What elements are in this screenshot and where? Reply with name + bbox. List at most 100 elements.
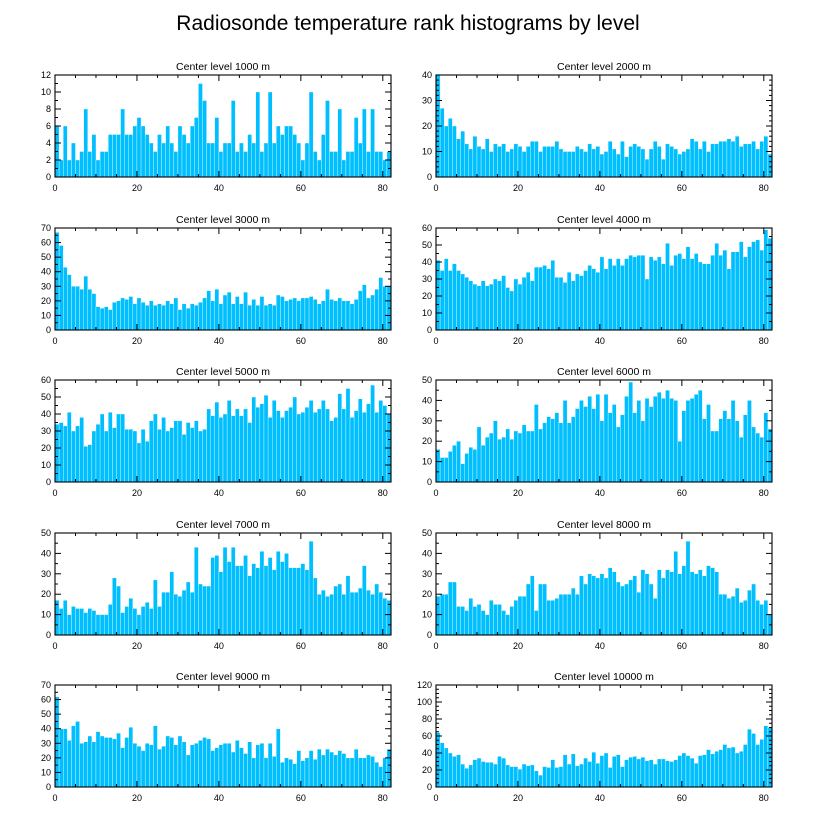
bar xyxy=(661,398,666,483)
bar xyxy=(698,569,703,636)
bar xyxy=(333,585,338,636)
y-tick-label: 0 xyxy=(46,782,51,792)
bar xyxy=(677,153,683,178)
bar xyxy=(132,608,138,636)
bar xyxy=(136,442,142,483)
bar xyxy=(550,418,556,483)
bar xyxy=(165,430,170,483)
bar xyxy=(108,737,113,788)
bar xyxy=(587,396,592,483)
bar xyxy=(599,256,605,331)
bar xyxy=(714,571,719,636)
bar xyxy=(345,300,351,331)
y-tick-label: 0 xyxy=(427,477,432,487)
bar xyxy=(169,571,175,636)
bar xyxy=(144,441,150,483)
bar xyxy=(222,547,228,636)
bar xyxy=(509,606,515,636)
bar xyxy=(472,759,478,788)
bar xyxy=(603,151,609,178)
bar xyxy=(722,744,728,788)
bar xyxy=(595,577,601,636)
bar xyxy=(759,141,764,178)
bar xyxy=(448,581,453,636)
x-tick-label: 60 xyxy=(296,183,306,193)
bar xyxy=(673,148,678,178)
bar xyxy=(140,125,146,178)
bar xyxy=(505,287,510,331)
bar xyxy=(501,757,506,788)
bar xyxy=(321,589,326,636)
bar xyxy=(558,766,564,788)
bar xyxy=(173,744,179,788)
bar xyxy=(530,141,535,178)
bar xyxy=(337,393,343,483)
bar xyxy=(263,142,269,178)
x-tick-label: 40 xyxy=(595,336,605,346)
y-tick-label: 60 xyxy=(422,731,432,741)
bar xyxy=(550,146,556,178)
bar xyxy=(124,606,129,636)
bar xyxy=(243,753,248,788)
bar xyxy=(144,305,150,331)
bar xyxy=(345,388,351,483)
bar xyxy=(558,422,564,483)
bar xyxy=(636,146,642,178)
bar xyxy=(460,606,465,636)
bar xyxy=(501,610,506,636)
bar xyxy=(665,569,670,636)
y-tick-label: 0 xyxy=(427,630,432,640)
bar xyxy=(571,587,576,636)
bar xyxy=(243,408,248,483)
y-tick-label: 0 xyxy=(427,172,432,182)
bar xyxy=(353,117,359,178)
bar xyxy=(341,408,347,483)
bar xyxy=(591,268,596,331)
bar xyxy=(345,575,351,636)
bar xyxy=(149,420,154,483)
bar xyxy=(239,303,244,331)
bar xyxy=(513,143,519,178)
bar xyxy=(472,606,478,636)
bar xyxy=(366,151,371,178)
bar xyxy=(317,748,322,788)
bar xyxy=(702,418,707,483)
bar xyxy=(71,725,76,788)
y-tick-label: 30 xyxy=(422,416,432,426)
bar xyxy=(476,604,482,636)
bar xyxy=(607,767,613,788)
bar xyxy=(489,762,494,788)
bar xyxy=(452,581,457,636)
bar xyxy=(542,766,547,788)
bar xyxy=(99,307,105,331)
bar xyxy=(562,754,568,788)
y-tick-label: 70 xyxy=(41,223,51,233)
bar xyxy=(325,289,330,331)
bar xyxy=(468,148,474,178)
bar xyxy=(452,125,457,178)
bar xyxy=(136,117,142,178)
bar xyxy=(689,757,695,788)
bar xyxy=(243,151,248,178)
bar xyxy=(358,587,363,636)
y-tick-label: 10 xyxy=(41,310,51,320)
bar xyxy=(743,744,748,788)
bar xyxy=(702,141,707,178)
bar xyxy=(284,300,289,331)
bar xyxy=(648,583,654,636)
bar xyxy=(165,125,170,178)
bar xyxy=(161,746,166,788)
bar xyxy=(271,756,277,788)
bar xyxy=(538,151,543,178)
bar xyxy=(456,754,461,788)
bar xyxy=(583,757,588,788)
bar xyxy=(669,265,674,331)
bar xyxy=(276,551,281,636)
bar xyxy=(718,418,724,483)
bar xyxy=(63,728,68,788)
y-tick-label: 40 xyxy=(422,257,432,267)
bar xyxy=(661,577,666,636)
bar xyxy=(239,415,244,483)
bar xyxy=(616,426,621,483)
x-tick-label: 60 xyxy=(677,488,687,498)
